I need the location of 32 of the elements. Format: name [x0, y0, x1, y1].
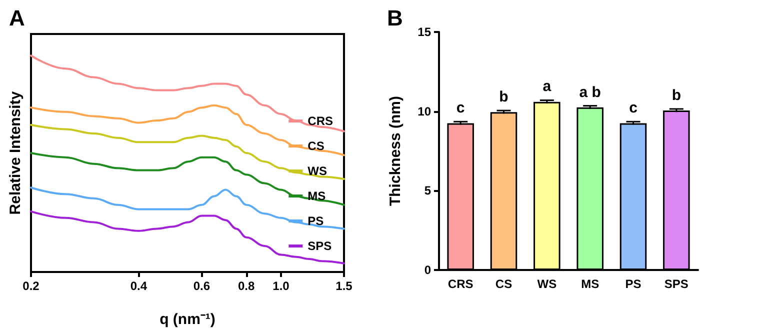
y-axis-title: Thickness (nm) [387, 96, 404, 206]
chart-title: B [387, 6, 403, 30]
y-tick-label: 0 [424, 263, 432, 277]
chart-title: A [9, 6, 25, 30]
x-tick-label: PS [625, 277, 642, 291]
y-axis-title: Relative Intensity [7, 90, 24, 215]
annotation: a [542, 78, 552, 96]
legend-label: WS [308, 164, 328, 178]
legend-label: PS [308, 214, 324, 228]
y-tick-label: 5 [424, 184, 432, 198]
annotation: c [629, 100, 638, 117]
y-tick-label: 10 [418, 104, 432, 118]
legend-label: CRS [308, 114, 334, 128]
annotation: a b [579, 84, 601, 101]
annotation: b [499, 88, 508, 106]
y-tick-label: 15 [418, 25, 432, 39]
legend-label: CS [308, 139, 324, 153]
x-tick-label: 0.2 [22, 279, 40, 293]
x-tick-label: SPS [664, 277, 688, 291]
x-tick-label: 0.8 [238, 279, 256, 293]
x-tick-label: 0.6 [193, 279, 210, 293]
x-tick-label: 1.5 [336, 279, 353, 293]
x-tick-label: CRS [448, 277, 474, 291]
legend-label: SPS [308, 239, 332, 253]
x-tick-label: CS [495, 277, 512, 291]
x-axis-title: q (nm⁻¹) [160, 311, 216, 328]
x-tick-label: 1.0 [272, 279, 290, 293]
x-tick-label: WS [537, 277, 557, 291]
x-tick-label: 0.4 [130, 279, 148, 293]
annotation: c [456, 100, 465, 117]
annotation: b [672, 86, 682, 104]
x-tick-label: MS [581, 277, 600, 291]
